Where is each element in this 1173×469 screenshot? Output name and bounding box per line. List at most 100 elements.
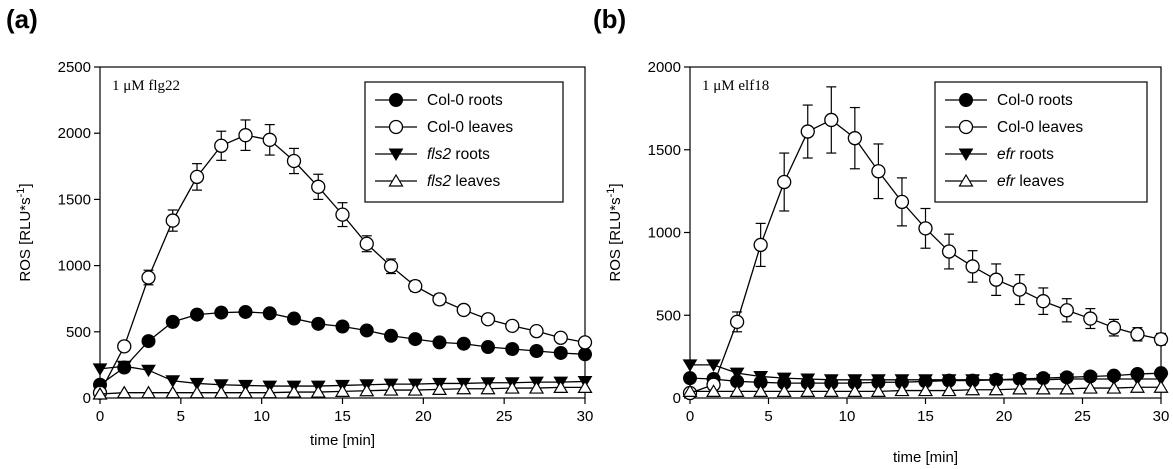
data-point	[165, 375, 181, 388]
data-point	[729, 367, 745, 381]
data-point	[214, 305, 229, 320]
data-point	[1106, 380, 1122, 394]
data-point	[456, 381, 472, 395]
x-tick-label: 0	[686, 408, 694, 425]
legend-label-italic: fls2	[427, 173, 452, 190]
data-point	[383, 259, 399, 274]
y-axis-label-main: ROS [RLU*s	[607, 197, 624, 281]
x-tick-label: 5	[764, 408, 772, 425]
y-tick-label: 1000	[648, 225, 681, 242]
data-point	[359, 323, 374, 338]
data-point	[334, 384, 351, 397]
data-point	[335, 319, 350, 334]
data-point	[529, 323, 544, 339]
data-point	[753, 237, 768, 253]
data-point	[1082, 380, 1098, 394]
data-point	[577, 335, 593, 350]
legend-marker	[959, 93, 973, 107]
data-point	[894, 194, 910, 210]
legend-label: Col-0 roots	[997, 92, 1073, 109]
series-0	[93, 304, 592, 392]
data-point	[965, 382, 981, 396]
data-point	[682, 359, 698, 372]
data-point	[776, 384, 792, 397]
data-point	[753, 370, 769, 384]
y-tick-label: 500	[656, 307, 681, 324]
legend-label: Col-0 roots	[427, 92, 503, 109]
legend-marker	[958, 173, 974, 187]
data-point	[917, 383, 934, 397]
data-point	[823, 374, 839, 387]
data-point	[480, 312, 496, 327]
data-point	[683, 371, 697, 386]
data-point	[965, 259, 980, 274]
data-point	[407, 382, 423, 396]
legend-label: fls2 leaves	[427, 173, 500, 190]
y-tick-label: 0	[673, 390, 681, 407]
y-axis-label-main: ROS [RLU*s	[17, 197, 34, 281]
panel-label: (a)	[6, 4, 38, 34]
data-point	[941, 383, 957, 397]
data-point	[116, 360, 132, 374]
data-point	[1106, 320, 1122, 335]
data-point	[824, 112, 839, 128]
data-point	[871, 374, 886, 387]
legend-marker	[958, 119, 974, 135]
y-axis-label-close: ]	[607, 183, 624, 187]
data-point	[777, 174, 792, 190]
data-point	[189, 377, 205, 391]
y-tick-label: 500	[66, 324, 91, 341]
data-point	[941, 374, 957, 387]
data-point	[1130, 373, 1145, 386]
data-point	[729, 314, 745, 330]
data-point	[505, 318, 520, 333]
series-1	[92, 119, 593, 400]
legend-label: Col-0 leaves	[997, 119, 1083, 136]
data-point	[1106, 373, 1122, 386]
data-point	[682, 384, 698, 397]
data-point	[140, 385, 157, 399]
y-axis-label-superscript: -1	[15, 188, 27, 198]
data-point	[705, 384, 722, 397]
data-point	[988, 374, 1004, 387]
data-point	[1153, 332, 1169, 347]
data-point	[213, 379, 229, 392]
legend-label-text: Col-0 roots	[997, 92, 1073, 109]
x-tick-label: 25	[1074, 408, 1091, 425]
legend-label-text: Col-0 roots	[427, 92, 503, 109]
data-point	[432, 335, 447, 350]
x-tick-label: 30	[1153, 408, 1170, 425]
legend-label-suffix: leaves	[1015, 173, 1064, 190]
legend-label-italic: fls2	[427, 146, 452, 163]
data-point	[286, 384, 302, 398]
y-axis-label: ROS [RLU*s-1]	[605, 183, 624, 281]
legend-label: efr roots	[997, 146, 1054, 163]
data-point	[189, 385, 205, 399]
data-point	[988, 382, 1004, 396]
data-point	[1130, 327, 1145, 342]
data-point	[1012, 381, 1028, 395]
y-tick-label: 1500	[648, 142, 681, 159]
data-point	[753, 384, 769, 397]
data-point	[776, 372, 792, 386]
data-point	[1012, 374, 1028, 387]
data-point	[311, 179, 326, 194]
data-point	[359, 383, 375, 397]
x-tick-label: 15	[917, 408, 934, 425]
data-point	[800, 124, 815, 139]
data-point	[287, 311, 301, 326]
data-point	[918, 221, 933, 236]
data-point	[918, 374, 933, 387]
data-point	[190, 307, 204, 322]
data-point	[165, 385, 181, 399]
data-point	[238, 128, 253, 143]
x-tick-label: 5	[177, 408, 185, 425]
data-point	[1035, 381, 1051, 395]
data-point	[408, 278, 423, 294]
legend-label-italic: efr	[997, 173, 1016, 190]
x-tick-label: 10	[253, 408, 270, 425]
y-axis-label-superscript: -1	[605, 188, 617, 198]
x-tick-label: 20	[996, 408, 1013, 425]
x-tick-label: 20	[415, 408, 432, 425]
